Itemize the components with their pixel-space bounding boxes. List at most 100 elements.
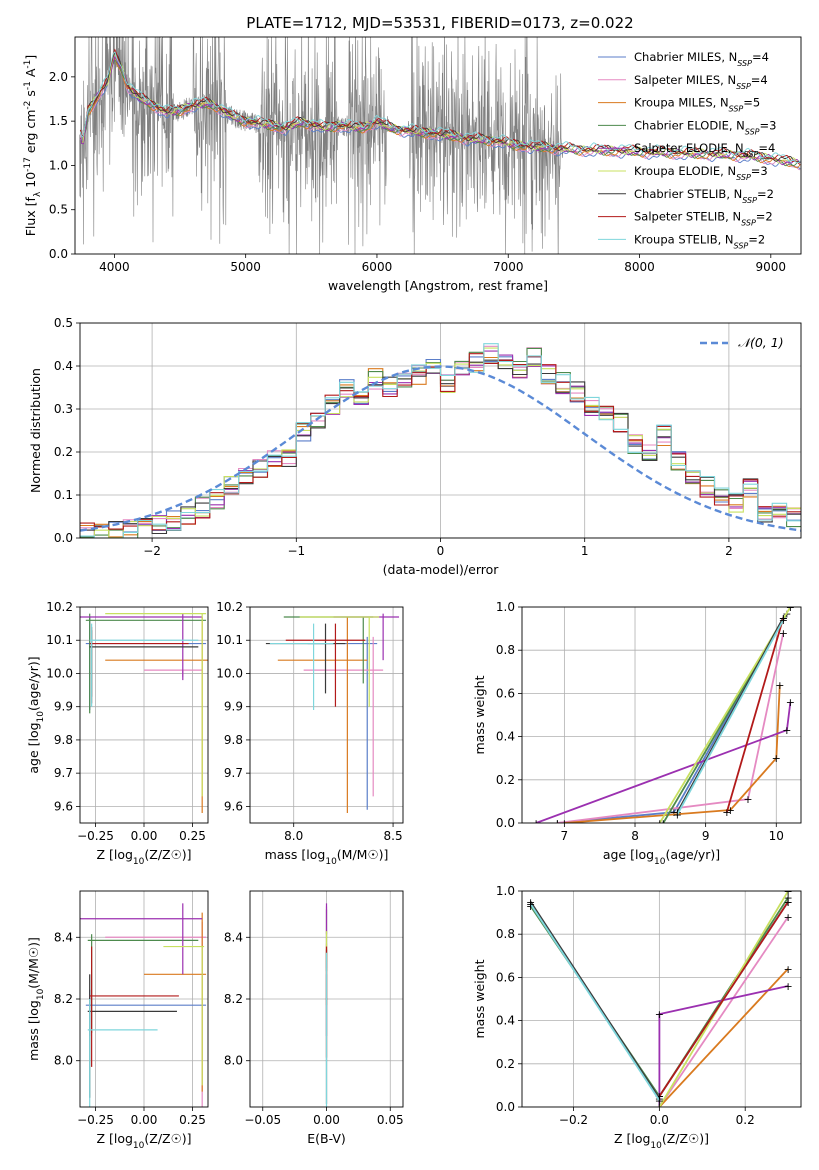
- x-tick-label: −0.25: [77, 1113, 114, 1127]
- y-tick-label: 9.6: [224, 799, 243, 813]
- plot-area: [250, 607, 403, 823]
- mass-weight-marker: +: [743, 793, 752, 806]
- y-tick-label: 0.8: [496, 643, 515, 657]
- label-fragment: age [: [603, 847, 635, 862]
- y-tick-label: 9.7: [54, 766, 73, 780]
- legend-count: =3: [760, 118, 777, 132]
- mass-weight-marker: +: [775, 679, 784, 692]
- mass-weight-marker: +: [655, 1101, 664, 1114]
- label-fragment: (Z/Z☉)]: [144, 1131, 191, 1146]
- mass-weight-marker: +: [786, 696, 795, 709]
- plot-area: +++++++++++++++++++++++: [522, 607, 801, 830]
- x-tick-label: 4000: [99, 260, 130, 274]
- y-tick-label: 8.2: [224, 992, 243, 1006]
- x-tick-label: 0.00: [313, 1113, 340, 1127]
- errorbar-point-3: [85, 613, 207, 714]
- legend-label: Salpeter MILES, NSSP=4: [634, 73, 768, 91]
- errorbar-point-5: [163, 945, 205, 1086]
- legend-label: Salpeter STELIB, NSSP=2: [634, 210, 773, 228]
- label-fragment: (M/M☉)]: [337, 847, 389, 862]
- x-axis-label: age [log10(age/yr)]: [603, 847, 720, 867]
- x-tick-label: 8.0: [284, 829, 303, 843]
- label-fragment: Z [: [96, 847, 113, 862]
- panel-mass-vs-EBV: −0.05 0.00 0.05 8.0 8.2 8.4 E(B-V): [224, 890, 404, 1146]
- x-tick-label: 8.5: [384, 829, 403, 843]
- label-fragment: -1: [23, 81, 33, 90]
- mass-weight-marker: +: [553, 817, 562, 830]
- label-fragment: 10: [36, 988, 46, 1000]
- x-tick-label: 1: [581, 544, 589, 558]
- y-tick-label: 8.4: [224, 930, 243, 944]
- legend-count: =2: [757, 187, 774, 201]
- figure-title: PLATE=1712, MJD=53531, FIBERID=0173, z=0…: [246, 14, 633, 32]
- y-tick-label: 8.0: [224, 1054, 243, 1068]
- x-tick-label: 2: [725, 544, 733, 558]
- label-fragment: 10: [133, 857, 145, 867]
- y-tick-label: 0.0: [54, 531, 73, 545]
- y-tick-label: 1.0: [496, 884, 515, 898]
- errorbar-point-0: [307, 636, 378, 810]
- x-axis-label: (data-model)/error: [383, 562, 500, 577]
- y-tick-label: 10.1: [216, 633, 243, 647]
- label-fragment: log: [114, 1131, 133, 1146]
- mass-weight-line-7: [725, 617, 785, 813]
- y-tick-label: 0.1: [54, 488, 73, 502]
- plot-area: [80, 891, 208, 1107]
- mass-weight-line-2: [564, 684, 781, 823]
- y-axis-label: Normed distribution: [28, 368, 43, 493]
- model-spectrum-7: [79, 48, 801, 166]
- legend-label: Chabrier STELIB, NSSP=2: [634, 187, 774, 205]
- mass-weight-marker: +: [722, 806, 731, 819]
- errorbar-point-7: [285, 623, 366, 707]
- x-tick-label: 7000: [493, 260, 524, 274]
- mass-weight-line-8: [676, 619, 785, 815]
- panel-spectrum: 4000 5000 6000 7000 8000 9000 0.0 0.5 1.0 1.5 2.0 w…: [23, 36, 802, 293]
- x-tick-label: −2: [143, 544, 161, 558]
- y-tick-label: 0.4: [54, 359, 73, 373]
- errorbar-point-7: [89, 626, 189, 704]
- legend-sub: SSP: [734, 241, 749, 250]
- mass-weight-marker: +: [784, 963, 793, 976]
- mass-weight-line-1: [658, 916, 789, 1107]
- y-tick-label: 8.0: [54, 1054, 73, 1068]
- y-tick-label: 0.4: [496, 730, 515, 744]
- errorbar-point-7: [89, 946, 179, 1067]
- label-fragment: (Z/Z☉)]: [144, 847, 191, 862]
- mass-weight-marker: +: [772, 752, 781, 765]
- errorbar-point-6: [87, 974, 177, 1098]
- legend-label: Chabrier ELODIE, NSSP=3: [634, 118, 776, 136]
- label-fragment: log: [635, 847, 654, 862]
- label-fragment: age [: [26, 742, 41, 774]
- mass-weight-marker: +: [784, 891, 793, 904]
- x-axis-label: wavelength [Angstrom, rest frame]: [328, 278, 548, 293]
- plot-layer: 4000 5000 6000 7000 8000 9000 0.0 0.5 1.0 1.5 2.0 w…: [23, 36, 802, 1151]
- mass-weight-marker: +: [526, 900, 535, 913]
- x-tick-label: 7: [561, 829, 569, 843]
- legend-count: =2: [756, 210, 773, 224]
- axes-frame: [521, 606, 802, 824]
- residual-histogram-8: [80, 343, 801, 538]
- label-fragment: -17: [23, 157, 33, 172]
- errorbar-point-3: [87, 934, 199, 1033]
- plot-area: [79, 37, 801, 254]
- label-fragment: log: [631, 1131, 650, 1146]
- mass-weight-line-8: [529, 903, 661, 1101]
- errorbar-point-8: [89, 623, 199, 707]
- y-axis-label: Flux [fλ 10-17 erg cm-2 s-1 A-1]: [23, 55, 43, 237]
- label-fragment: s: [23, 90, 38, 101]
- legend-sub: SSP: [744, 150, 759, 159]
- mass-weight-marker: +: [784, 980, 793, 993]
- x-tick-label: 9: [702, 829, 710, 843]
- label-fragment: (age/yr)]: [665, 847, 720, 862]
- x-tick-label: 0.05: [377, 1113, 404, 1127]
- label-fragment: Z [: [614, 1131, 631, 1146]
- y-tick-label: 0.0: [496, 1100, 515, 1114]
- mass-weight-line-6: [676, 617, 785, 813]
- x-tick-label: 5000: [230, 260, 261, 274]
- mass-weight-marker: +: [673, 808, 682, 821]
- legend-sub: SSP: [729, 104, 744, 113]
- y-tick-label: 1.0: [49, 158, 68, 172]
- y-axis-label: age [log10(age/yr)]: [26, 656, 46, 773]
- model-spectrum-8: [79, 51, 801, 164]
